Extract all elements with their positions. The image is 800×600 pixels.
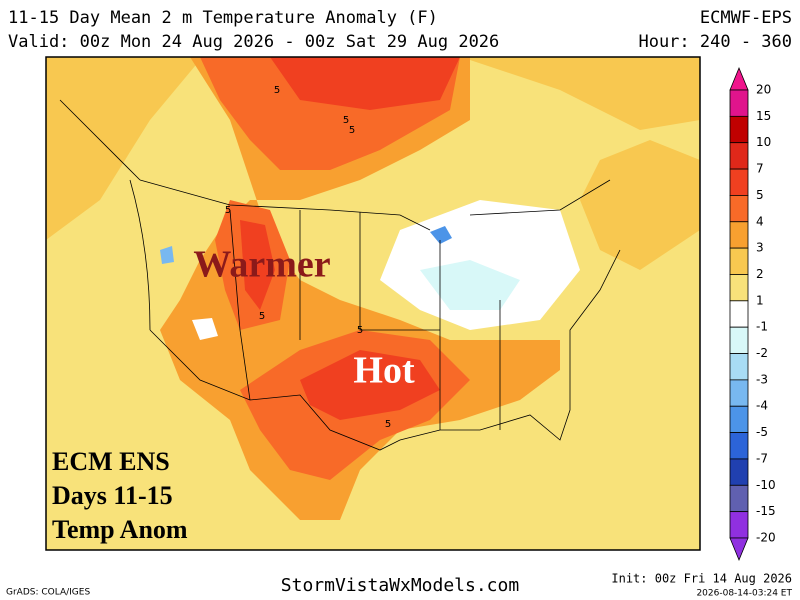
overlay-text: Temp Anom [52,515,188,544]
anomaly-field [240,220,275,310]
map-frame [45,56,701,551]
hour-range: Hour: 240 - 360 [638,32,792,52]
colorbar-band [729,115,749,144]
boundaries [59,99,621,451]
colorbar-label: 7 [756,162,764,176]
colorbar-label: 20 [756,83,771,97]
colorbar-label: 4 [756,214,764,228]
colorbar-label: -10 [756,478,776,492]
init-time: Init: 00z Fri 14 Aug 2026 [611,572,792,586]
colorbar-cap [729,66,749,91]
contour-label: 5 [343,115,349,126]
colorbar-band [729,221,749,249]
colorbar-band [729,247,749,275]
anomaly-field [160,246,174,264]
title: 11-15 Day Mean 2 m Temperature Anomaly (… [8,8,438,28]
overlay-text: Days 11-15 [52,481,173,510]
colorbar-cap [729,537,749,562]
colorbar-label: -20 [756,531,776,545]
colorbar-label: -1 [756,320,768,334]
annotation: Warmer [193,244,330,286]
anomaly-field [270,57,460,110]
contour-label: 5 [357,325,363,336]
colorbar-label: -4 [756,399,768,413]
colorbar-label: -5 [756,425,768,439]
colorbar-label: -7 [756,451,768,465]
colorbar-band [729,326,749,354]
colorbar-label: -3 [756,372,768,386]
colorbar-label: 2 [756,267,764,281]
colorbar-band [729,432,749,460]
colorbar-band [729,300,749,328]
anomaly-field [192,318,218,340]
colorbar-band [729,89,749,117]
contour-label: 5 [274,85,280,96]
colorbar-band [729,274,749,302]
colorbar-band [729,168,749,196]
software-credit: GrADS: COLA/IGES [6,588,90,598]
colorbar-label: -2 [756,346,768,360]
site: StormVistaWxModels.com [281,575,519,596]
colorbar-label: -15 [756,504,776,518]
colorbar-band [729,142,749,170]
anomaly-field [300,350,440,420]
contour-label: 5 [259,311,265,322]
annotation: Hot [353,350,415,392]
colorbar-label: 1 [756,293,764,307]
contour-label: 5 [225,205,231,216]
colorbar-band [729,458,749,486]
colorbar-band [729,511,749,539]
colorbar-label: 15 [756,109,771,123]
overlay-text: ECM ENS [52,447,170,476]
colorbar-band [729,484,749,513]
colorbar-label: 3 [756,241,764,255]
anomaly-field [420,260,520,310]
contour-label: 5 [385,419,391,430]
colorbar-label: 10 [756,135,771,149]
anomaly-field [46,57,700,240]
colorbar-band [729,405,749,433]
colorbar-band [729,353,749,381]
anomaly-field [580,140,700,270]
model: ECMWF-EPS [700,8,792,28]
colorbar-band [729,379,749,407]
colorbar: 20 15 10 7 5 4 3 2 1 -1 -2 -3 -4 -5 -7 -10 -15 -20 [729,66,776,562]
anomaly-field [430,226,452,244]
contour-label: 5 [349,125,355,136]
colorbar-label: 5 [756,188,764,202]
timestamp: 2026-08-14-03:24 ET [696,589,792,599]
colorbar-band [729,195,749,223]
valid-time: Valid: 00z Mon 24 Aug 2026 - 00z Sat 29 … [8,32,499,52]
map: Warmer Hot ECM ENS Days 11-15 Temp Anom … [45,56,701,551]
